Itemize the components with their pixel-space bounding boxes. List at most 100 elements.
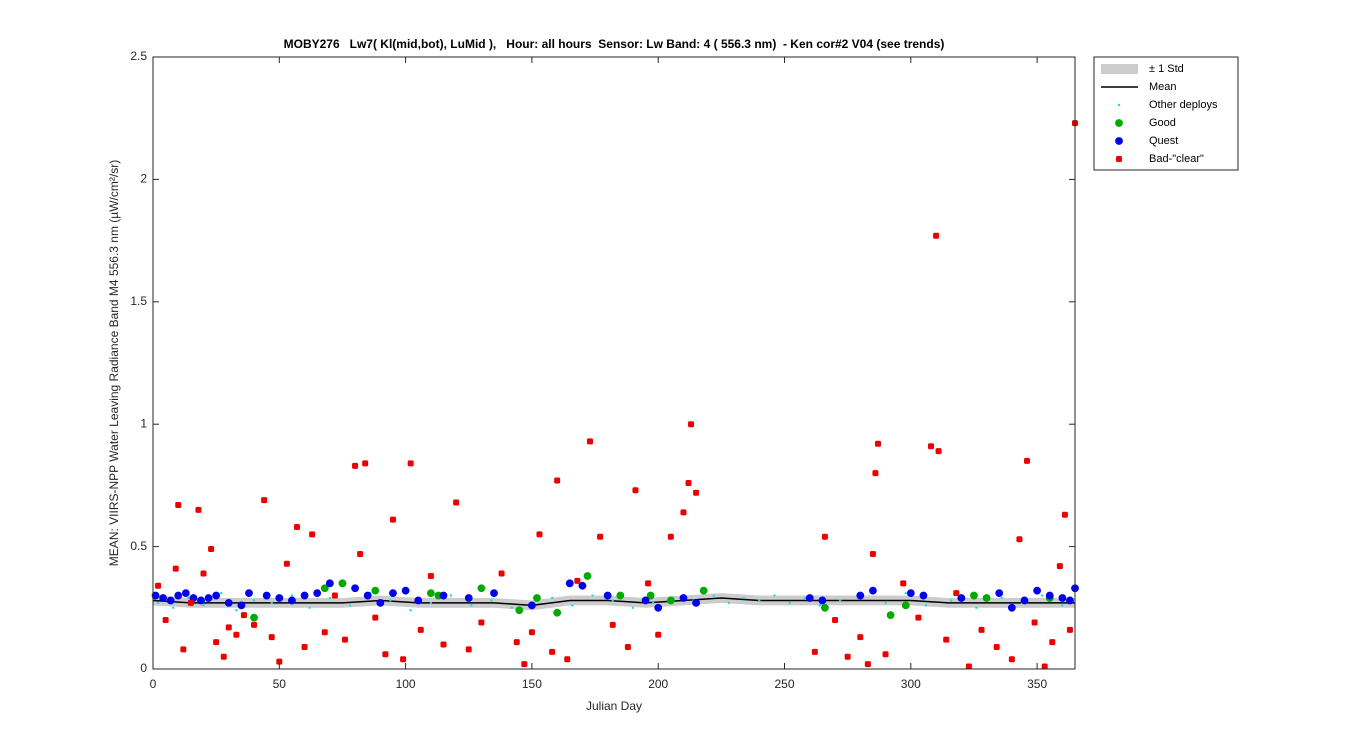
point xyxy=(233,631,240,638)
point xyxy=(439,591,448,600)
point xyxy=(240,612,247,619)
std-band xyxy=(153,593,1075,611)
point xyxy=(225,624,232,631)
point xyxy=(449,594,453,597)
point xyxy=(338,579,347,588)
point xyxy=(490,599,493,602)
point xyxy=(300,591,309,600)
point xyxy=(901,601,910,610)
point xyxy=(549,648,556,655)
point xyxy=(818,596,827,605)
legend-label: Bad-"clear" xyxy=(1149,153,1204,165)
point xyxy=(513,639,520,646)
point xyxy=(679,594,688,602)
point xyxy=(869,586,877,595)
point xyxy=(1020,596,1029,605)
point xyxy=(166,596,175,605)
point xyxy=(832,617,839,624)
point xyxy=(651,601,655,605)
point xyxy=(1031,619,1038,626)
point xyxy=(159,594,168,602)
point xyxy=(325,579,334,588)
x-tick-label: 150 xyxy=(522,677,542,691)
point xyxy=(252,599,256,602)
point xyxy=(288,596,296,605)
legend-swatch xyxy=(1117,103,1121,107)
point xyxy=(924,604,928,607)
point xyxy=(884,601,887,605)
point xyxy=(262,591,271,600)
legend-label: Quest xyxy=(1149,135,1178,147)
point xyxy=(788,601,791,605)
legend-box xyxy=(1093,56,1239,171)
point xyxy=(174,591,183,600)
point xyxy=(571,604,574,607)
point xyxy=(407,460,414,467)
point xyxy=(616,591,625,600)
point xyxy=(409,609,412,612)
point xyxy=(180,646,187,653)
point xyxy=(857,634,864,641)
point xyxy=(250,613,258,622)
point xyxy=(933,232,940,239)
point xyxy=(821,533,828,540)
point xyxy=(900,580,907,587)
point xyxy=(426,589,435,598)
point xyxy=(400,656,407,663)
y-tick-label: 0 xyxy=(140,661,147,675)
x-tick-label: 0 xyxy=(150,677,157,691)
point xyxy=(578,581,587,590)
point xyxy=(427,572,434,579)
point xyxy=(1049,639,1056,646)
point xyxy=(1041,663,1048,670)
point xyxy=(220,591,223,595)
point xyxy=(528,601,536,610)
point xyxy=(341,636,348,643)
point xyxy=(372,614,379,621)
point xyxy=(856,591,865,600)
point xyxy=(953,590,960,597)
point xyxy=(943,636,950,643)
point xyxy=(950,599,953,602)
point xyxy=(667,533,674,540)
point xyxy=(521,661,528,668)
point xyxy=(197,596,205,605)
point xyxy=(874,440,881,447)
point xyxy=(362,460,369,467)
point xyxy=(1061,604,1064,607)
point xyxy=(510,606,513,609)
point xyxy=(261,497,268,504)
point xyxy=(645,580,652,587)
point xyxy=(1040,594,1044,597)
point xyxy=(821,603,829,612)
x-tick-label: 350 xyxy=(1027,677,1047,691)
point xyxy=(156,601,160,605)
point xyxy=(357,550,364,557)
point xyxy=(550,596,554,600)
point xyxy=(574,577,581,584)
point xyxy=(429,601,433,605)
point xyxy=(348,604,352,607)
point xyxy=(631,606,635,609)
point xyxy=(680,509,687,516)
point xyxy=(818,604,822,607)
plot-area xyxy=(151,120,1079,670)
point xyxy=(202,604,205,607)
point xyxy=(162,617,169,624)
point xyxy=(928,443,935,450)
point xyxy=(995,589,1004,598)
point xyxy=(389,599,392,602)
y-tick-label: 1.5 xyxy=(130,294,147,308)
point xyxy=(564,656,571,663)
point xyxy=(417,626,424,633)
legend-swatch xyxy=(1101,64,1138,74)
point xyxy=(758,599,761,602)
point xyxy=(245,589,253,598)
point xyxy=(270,601,273,605)
point xyxy=(982,594,991,602)
point xyxy=(293,524,300,531)
point xyxy=(712,594,715,597)
point xyxy=(609,621,616,628)
point xyxy=(965,663,972,670)
